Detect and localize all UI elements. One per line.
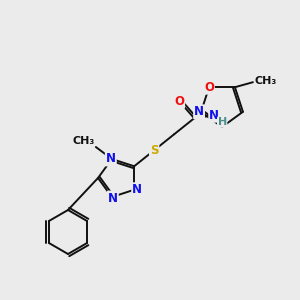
Text: H: H <box>218 117 227 127</box>
Text: N: N <box>132 183 142 196</box>
Text: N: N <box>194 105 204 118</box>
Text: N: N <box>106 152 116 166</box>
Text: O: O <box>204 81 214 94</box>
Text: N: N <box>209 109 219 122</box>
Text: N: N <box>108 191 118 205</box>
Text: CH₃: CH₃ <box>255 76 277 86</box>
Text: O: O <box>174 95 184 108</box>
Text: CH₃: CH₃ <box>73 136 95 146</box>
Text: S: S <box>150 144 158 157</box>
